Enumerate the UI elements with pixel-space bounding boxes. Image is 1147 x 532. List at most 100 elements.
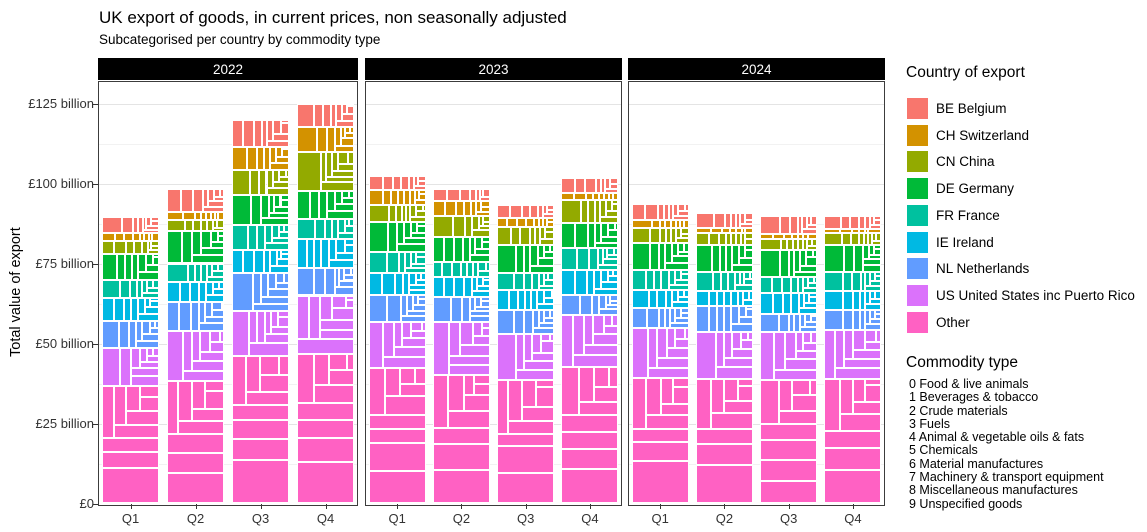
- mosaic-cell: [210, 341, 224, 352]
- mosaic-cell: [583, 345, 619, 356]
- mosaic-cell: [350, 126, 354, 134]
- legend-swatch: [907, 311, 928, 333]
- mosaic-cell: [748, 291, 753, 301]
- mosaic-cell: [195, 211, 201, 221]
- mosaic-cell: [281, 147, 289, 150]
- mosaic-cell: [210, 331, 220, 342]
- mosaic-cell: [142, 216, 147, 230]
- mosaic-cell: [338, 163, 354, 172]
- mosaic-cell: [470, 316, 490, 322]
- mosaic-cell: [613, 269, 619, 277]
- mosaic-cell: [734, 271, 740, 285]
- mosaic-cell: [200, 211, 206, 221]
- mosaic-cell: [760, 380, 779, 424]
- mosaic-cell: [666, 328, 676, 349]
- mosaic-cell: [675, 328, 685, 339]
- mosaic-cell: [335, 252, 354, 260]
- mosaic-cell: [681, 308, 689, 313]
- mosaic-cell: [677, 297, 689, 303]
- mosaic-cell: [472, 336, 490, 346]
- mosaic-cell: [561, 469, 619, 504]
- mosaic-cell: [134, 241, 143, 254]
- y-tick-mark: [93, 263, 98, 265]
- mosaic-cell: [631, 228, 651, 244]
- mosaic-cell: [253, 304, 289, 312]
- mosaic-cell: [731, 233, 737, 246]
- gridline: [99, 223, 357, 225]
- mosaic-cell: [843, 271, 853, 291]
- mosaic-cell: [695, 271, 713, 291]
- mosaic-cell: [604, 193, 610, 200]
- mosaic-cell: [561, 415, 619, 433]
- commodity-legend-line: 0 Food & live animals: [909, 377, 1029, 391]
- mosaic-cell: [711, 412, 753, 430]
- mosaic-cell: [335, 239, 346, 253]
- mosaic-cell: [773, 369, 818, 381]
- mosaic-cell: [741, 339, 753, 349]
- mosaic-cell: [661, 269, 669, 291]
- mosaic-cell: [275, 282, 289, 290]
- mosaic-cell: [132, 216, 139, 234]
- mosaic-cell: [384, 396, 426, 415]
- mosaic-cell: [497, 226, 511, 245]
- mosaic-cell: [520, 226, 530, 245]
- commodity-legend: 0 Food & live animals 1 Beverages & tobac…: [909, 377, 1104, 511]
- mosaic-cell: [476, 201, 482, 212]
- mosaic-cell: [260, 272, 269, 298]
- mosaic-cell: [745, 309, 753, 317]
- mosaic-cell: [804, 292, 809, 304]
- mosaic-cell: [447, 410, 490, 428]
- mosaic-cell: [593, 193, 600, 200]
- mosaic-cell: [232, 195, 252, 225]
- x-tick-mark: [325, 504, 327, 509]
- mosaic-cell: [824, 271, 844, 291]
- mosaic-cell: [179, 301, 191, 332]
- mosaic-cell: [672, 243, 678, 257]
- mosaic-cell: [271, 327, 289, 335]
- mosaic-cell: [739, 271, 745, 285]
- mosaic-cell: [406, 204, 411, 222]
- commodity-legend-line: 4 Animal & vegetable oils & fats: [909, 430, 1085, 445]
- mosaic-cell: [478, 226, 490, 231]
- mosaic-cell: [265, 334, 289, 343]
- mosaic-cell: [325, 218, 333, 240]
- mosaic-cell: [276, 147, 282, 157]
- mosaic-cell: [657, 290, 666, 309]
- mosaic-cell: [102, 437, 159, 453]
- legend-item-label: BE Belgium: [936, 101, 1007, 116]
- mosaic-cell: [613, 248, 619, 256]
- mosaic-cell: [475, 307, 490, 312]
- x-tick-mark: [660, 504, 662, 509]
- mosaic-cell: [331, 308, 354, 321]
- mosaic-cell: [217, 220, 224, 228]
- mosaic-cell: [147, 241, 152, 251]
- mosaic-cell: [149, 321, 155, 328]
- mosaic-cell: [128, 321, 136, 348]
- mosaic-cell: [650, 228, 660, 244]
- mosaic-cell: [681, 233, 689, 239]
- mosaic-cell: [561, 248, 577, 270]
- mosaic-cell: [648, 328, 658, 368]
- mosaic-cell: [368, 321, 384, 369]
- mosaic-cell: [760, 292, 774, 314]
- commodity-legend-line: 9 Unspecified goods: [909, 496, 1023, 511]
- mosaic-cell: [419, 189, 426, 194]
- mosaic-cell: [483, 276, 490, 280]
- mosaic-cell: [859, 229, 865, 234]
- mosaic-cell: [782, 292, 792, 314]
- mosaic-cell: [297, 339, 354, 355]
- mosaic-cell: [368, 368, 385, 415]
- mosaic-cell: [350, 267, 354, 275]
- mosaic-cell: [652, 219, 660, 229]
- mosaic-cell: [217, 263, 224, 272]
- mosaic-cell: [368, 204, 389, 222]
- mosaic-cell: [869, 225, 882, 230]
- mosaic-cell: [332, 218, 338, 240]
- mosaic-cell: [326, 176, 354, 183]
- mosaic-cell: [808, 292, 818, 297]
- mosaic-cell: [545, 226, 555, 233]
- mosaic-cell: [665, 290, 672, 309]
- mosaic-cell: [206, 277, 224, 282]
- mosaic-cell: [782, 276, 791, 293]
- mosaic-cell: [193, 188, 203, 212]
